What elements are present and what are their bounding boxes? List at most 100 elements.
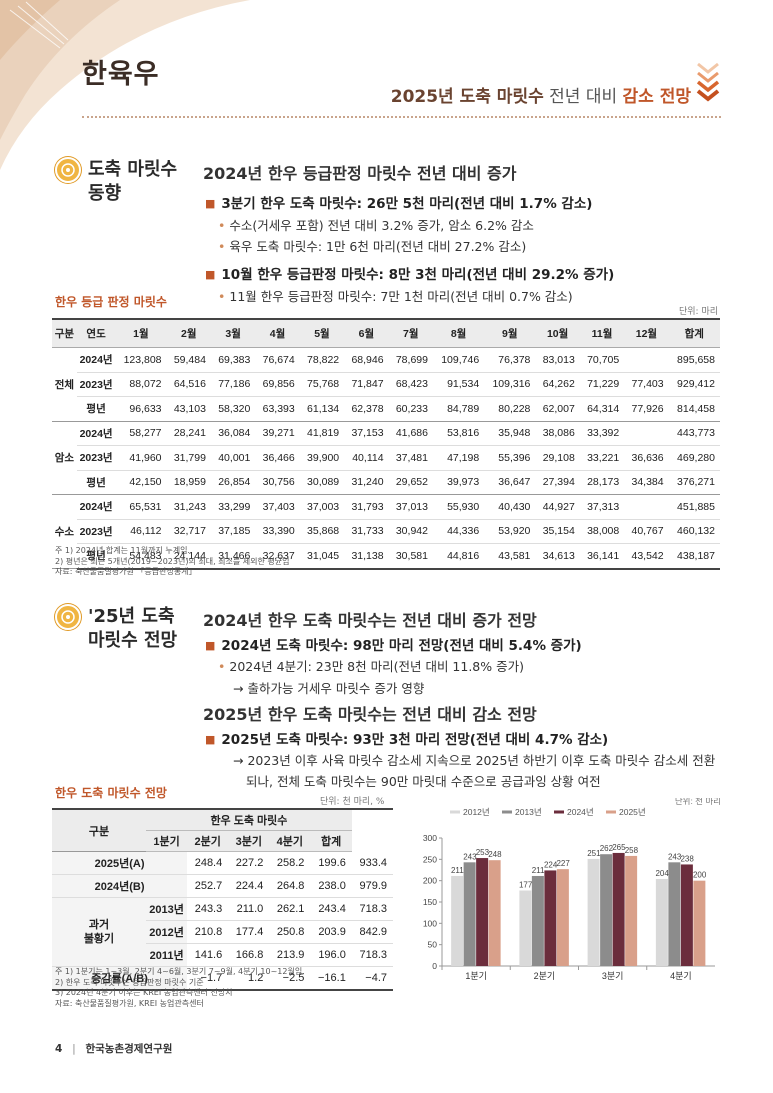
note-line: 주 1) 1분기는 1~3월, 2분기 4~6월, 3분기 7~9월, 4분기 … <box>55 967 305 976</box>
table-row: 증감률(A/B) −1.7 1.2 −2.5 −16.1 −4.7 <box>52 966 393 991</box>
table-cell: 41,686 <box>388 421 433 446</box>
table-cell: 31,466 <box>210 543 256 570</box>
col-header: 1분기 <box>146 830 188 852</box>
legend-label: 2025년 <box>619 807 646 817</box>
table-cell: 31,733 <box>344 519 389 544</box>
col-header: 8월 <box>432 318 485 348</box>
section-lead: 2024년 한우 도축 마릿수는 전년 대비 증가 전망 <box>203 611 537 630</box>
table-cell: 842.9 <box>351 920 393 944</box>
table-cell: 243.4 <box>310 897 352 921</box>
bar <box>476 858 489 966</box>
footer: 4 | 한국농촌경제연구원 <box>55 1041 172 1056</box>
table-cell: 44,816 <box>432 543 485 570</box>
table-unit: 단위: 천 마리, % <box>320 797 385 807</box>
col-header: 합계 <box>668 318 720 348</box>
table-cell: 166.8 <box>228 943 270 967</box>
table-cell: 53,920 <box>484 519 536 544</box>
data-label: 265 <box>612 843 626 852</box>
bar <box>655 878 668 966</box>
table-notes: 주 1) 1분기는 1~3월, 2분기 4~6월, 3분기 7~9월, 4분기 … <box>55 967 305 1009</box>
note-line: 자료: 축산물품질평가원, KREI 농업관측센터 <box>55 998 204 1008</box>
table-cell: 250.8 <box>269 920 311 944</box>
table-cell: 109,316 <box>484 372 536 397</box>
data-label: 211 <box>451 866 464 875</box>
arrow-note: → 2023년 이후 사육 마릿수 감소세 지속으로 2025년 하반기 이후 … <box>233 753 716 768</box>
table-notes: 주 1) 2024년 합계는 11월까지 누계임. 2) 평년은 최근 5개년(… <box>55 546 290 578</box>
table-cell: 43,103 <box>166 396 211 422</box>
table-cell: 64,262 <box>535 372 580 397</box>
y-tick-label: 200 <box>423 876 437 886</box>
group-label-line: 불황기 <box>83 933 115 945</box>
data-label: 253 <box>476 848 490 857</box>
table-cell: 83,013 <box>535 347 580 373</box>
table-cell: 78,699 <box>388 347 433 373</box>
table-cell: 42,150 <box>115 470 167 495</box>
table-cell: 76,378 <box>484 347 536 373</box>
table-cell: 27,394 <box>535 470 580 495</box>
chevron-down-icon <box>696 62 720 102</box>
table-cell: 40,430 <box>484 494 536 520</box>
table-cell: 31,240 <box>344 470 389 495</box>
table-cell: 718.3 <box>351 897 393 921</box>
bar <box>531 875 544 966</box>
table-cell: 69,856 <box>255 372 300 397</box>
year-label: 평년 <box>76 396 116 422</box>
data-label: 227 <box>556 859 570 868</box>
table-cell: 123,808 <box>115 347 167 373</box>
bar <box>693 880 706 966</box>
row-label: 2013년 <box>146 897 188 921</box>
col-header: 6월 <box>344 318 389 348</box>
note-line: 2) 평년은 최근 5개년(2019~2023년)의 최대, 최소를 제외한 평… <box>55 556 290 566</box>
table-cell: 35,154 <box>535 519 580 544</box>
col-header: 3분기 <box>228 830 270 852</box>
bar <box>544 870 557 966</box>
y-tick-label: 250 <box>423 854 437 864</box>
table-cell: 31,799 <box>166 445 211 471</box>
col-header: 7월 <box>388 318 433 348</box>
bar <box>612 852 625 966</box>
table-cell: 36,141 <box>579 543 625 570</box>
table-cell: 43,581 <box>484 543 536 570</box>
table-cell: 36,466 <box>255 445 300 471</box>
table-cell: 814,458 <box>668 396 720 422</box>
note-line: 주 1) 2024년 합계는 11월까지 누계임. <box>55 546 190 555</box>
table-cell: 88,072 <box>115 372 167 397</box>
table-cell: 37,153 <box>344 421 389 446</box>
y-tick-label: 150 <box>423 897 437 907</box>
table-cell: 30,756 <box>255 470 300 495</box>
table-cell: 77,403 <box>624 372 669 397</box>
col-header: 5월 <box>299 318 345 348</box>
table-cell: 68,946 <box>344 347 389 373</box>
table-cell: −4.7 <box>351 966 393 991</box>
section-heading-line: 마릿수 전망 <box>88 630 178 651</box>
bullet-sub: 2024년 4분기: 23만 8천 마리(전년 대비 11.8% 증가) <box>218 656 524 675</box>
section-lead: 2025년 한우 도축 마릿수는 전년 대비 감소 전망 <box>203 705 537 724</box>
x-tick-label: 2분기 <box>534 971 556 981</box>
table-cell: 243.3 <box>187 897 229 921</box>
table-cell: −16.1 <box>310 966 352 991</box>
bar <box>680 864 693 966</box>
arrow-note: → 출하가능 거세우 마릿수 증가 영향 <box>233 681 425 696</box>
table-cell: 258.2 <box>269 851 311 875</box>
year-label: 2023년 <box>76 445 116 471</box>
table-cell: 41,819 <box>299 421 345 446</box>
table-cell: 224.4 <box>228 874 270 898</box>
table-cell: 1.2 <box>228 966 270 991</box>
note-line: 자료: 축산물품질평가원 「등급판정통계」 <box>55 567 197 576</box>
group-label: 수소 <box>52 494 77 569</box>
group-label: 암소 <box>52 421 77 495</box>
table-cell: 41,960 <box>115 445 167 471</box>
table-cell: 37,013 <box>388 494 433 520</box>
table-cell <box>624 347 669 373</box>
y-tick-label: 300 <box>423 833 437 843</box>
table-cell: 979.9 <box>351 874 393 898</box>
year-label: 2024년 <box>76 494 116 520</box>
bar <box>519 890 532 966</box>
table-row: 전체 2024년 123,808 59,484 69,383 76,674 78,822 68… <box>52 347 720 422</box>
slaughter-bar-chart: 단위: 천 마리 2012년 2013년 2024년 2025년 0 50 100 150 200… <box>423 798 721 981</box>
table-cell: 70,705 <box>579 347 625 373</box>
group-label-line: 과거 <box>88 919 110 931</box>
table-cell: 68,423 <box>388 372 433 397</box>
table-cell: 46,112 <box>115 519 167 544</box>
footer-divider: | <box>71 1043 76 1055</box>
